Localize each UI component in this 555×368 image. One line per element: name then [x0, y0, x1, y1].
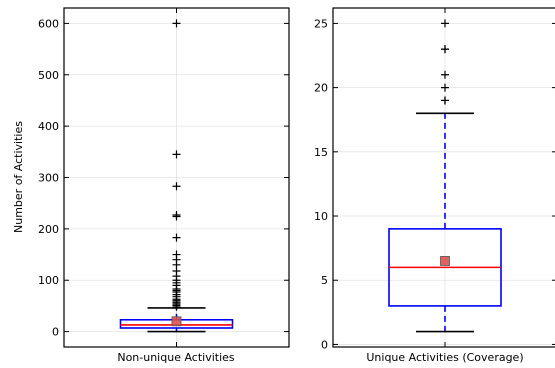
outlier-point-24 [172, 302, 181, 311]
y-tick-label-4: 400 [38, 120, 59, 133]
outlier-point-6 [441, 96, 449, 105]
mean-marker [171, 316, 182, 327]
y-tick-label-2: 10 [314, 210, 328, 223]
outlier-point-3 [441, 70, 449, 79]
mean-marker [440, 256, 450, 266]
outlier-point-0 [441, 19, 449, 28]
y-tick-label-1: 5 [321, 274, 328, 287]
outlier-point-4 [172, 212, 181, 221]
y-tick-label-5: 500 [38, 69, 59, 82]
outlier-point-5 [172, 233, 181, 242]
y-tick-label-3: 300 [38, 172, 59, 185]
plot-frame [332, 7, 555, 348]
y-tick-label-5: 25 [314, 17, 328, 30]
outlier-point-4 [441, 83, 449, 92]
y-axis-title: Number of Activities [12, 121, 25, 233]
y-tick-label-0: 0 [321, 338, 328, 351]
outlier-point-2 [172, 182, 181, 191]
outlier-point-1 [172, 150, 181, 159]
outlier-point-2 [441, 45, 449, 54]
y-tick-label-0: 0 [52, 326, 59, 339]
y-tick-label-3: 15 [314, 146, 328, 159]
y-tick-label-2: 200 [38, 223, 59, 236]
panel-unique-activities: 0 5 10 15 20 25 [314, 7, 555, 351]
x-tick-label-unique: Unique Activities (Coverage) [366, 351, 523, 364]
y-tick-label-1: 100 [38, 274, 59, 287]
plot-frame [63, 7, 290, 348]
x-tick-label-non-unique: Non-unique Activities [117, 351, 235, 364]
outlier-point-0 [172, 19, 181, 28]
y-tick-label-6: 600 [38, 17, 59, 30]
y-tick-label-4: 20 [314, 82, 328, 95]
panel-non-unique-activities: 0 100 200 300 400 500 600 [38, 7, 290, 348]
